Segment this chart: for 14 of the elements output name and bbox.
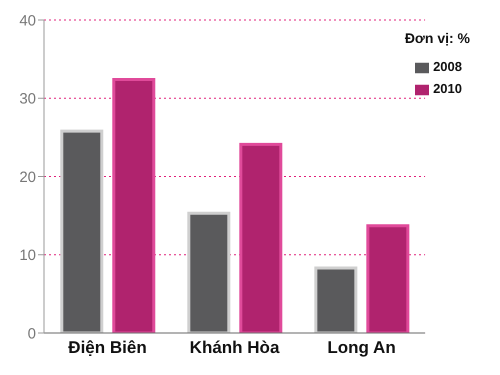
legend-label: 2010 [433,81,462,96]
x-tick-label: Long An [327,338,396,358]
x-tick-label: Điện Biên [68,338,147,358]
x-tick-label: Khánh Hòa [190,338,280,358]
bar [239,142,282,333]
y-tick-label: 0 [28,325,36,342]
legend-label: 2008 [433,59,462,74]
y-tick-label: 30 [19,90,36,108]
y-tick-label: 20 [19,168,36,186]
y-tick-label: 40 [19,12,36,30]
bar [366,224,410,333]
bar [112,78,156,333]
y-tick-label: 10 [19,247,36,264]
annotation: Đơn vị: % [404,30,470,46]
